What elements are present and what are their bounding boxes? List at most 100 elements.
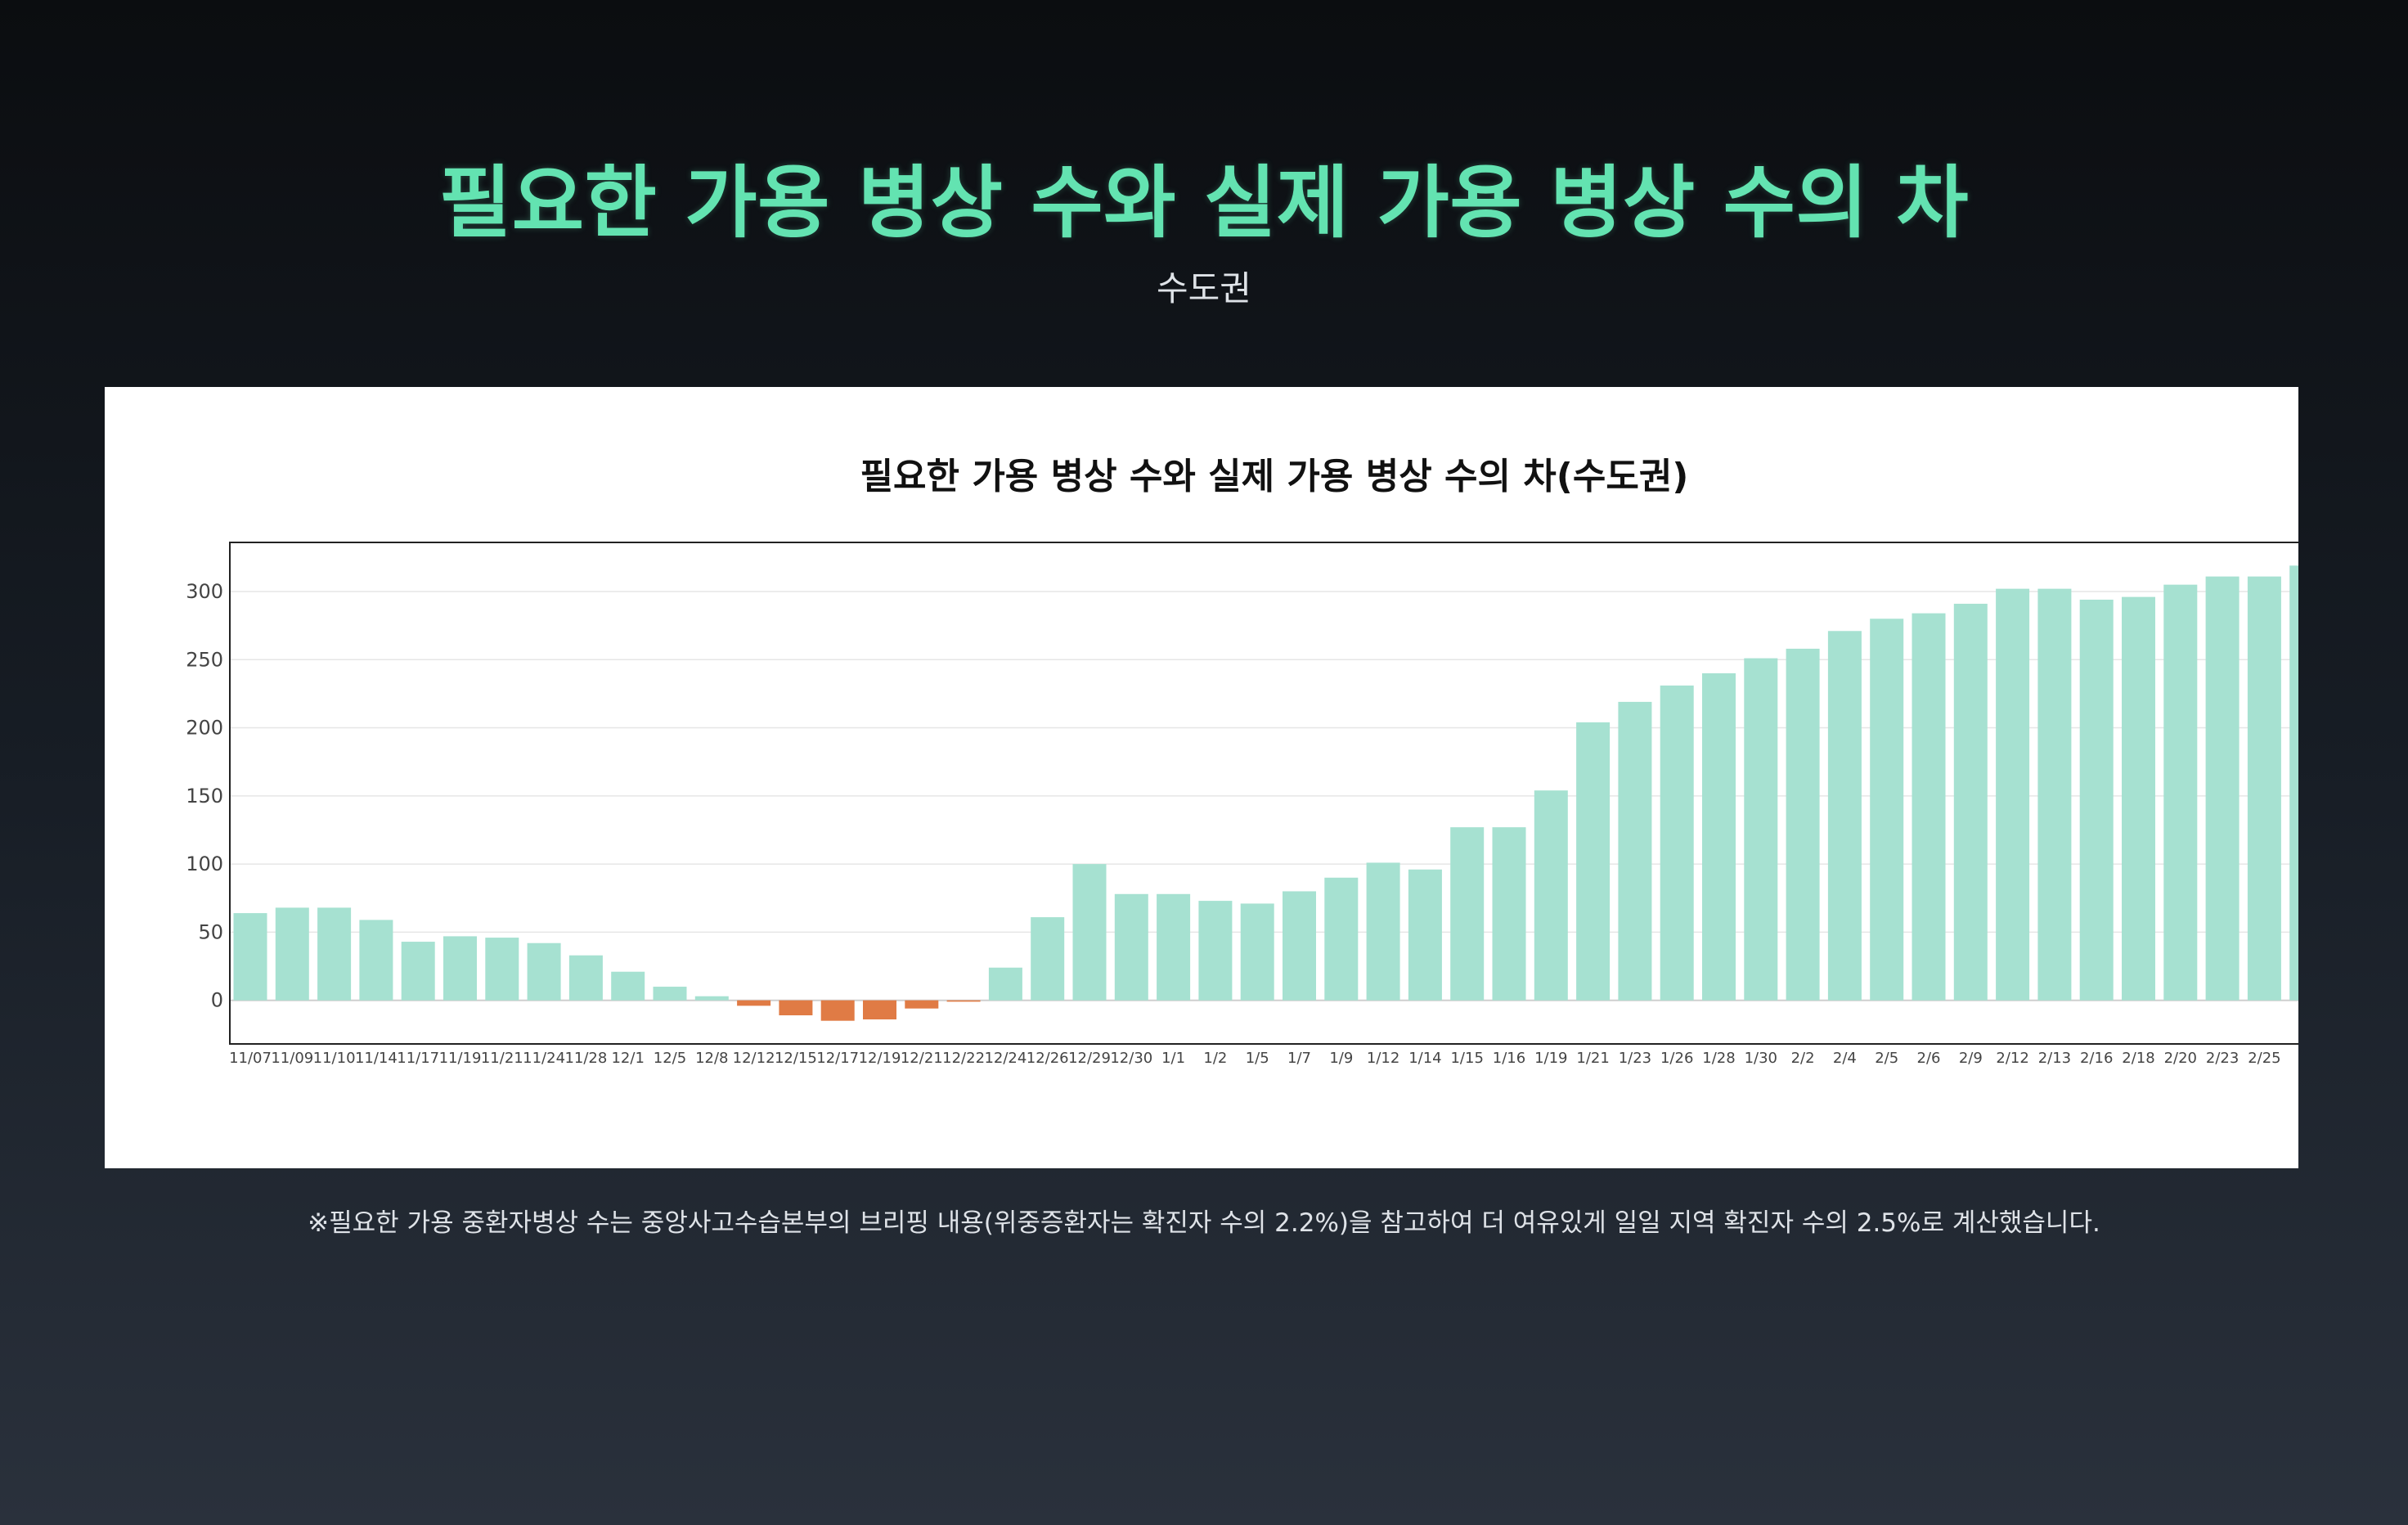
bar: [737, 1000, 771, 1006]
grid-lines: [230, 591, 2298, 1001]
bar: [988, 967, 1022, 1001]
x-tick-label: 1/14: [1408, 1050, 1441, 1067]
bar: [1576, 722, 1611, 1001]
bar: [1114, 893, 1148, 1001]
bar: [1492, 827, 1526, 1001]
bar: [2205, 576, 2240, 1001]
bar: [1996, 588, 2030, 1001]
x-tick-label: 12/15: [775, 1050, 817, 1067]
bar: [2163, 584, 2198, 1001]
bar: [1912, 613, 1946, 1001]
x-tick-label: 2/13: [2038, 1050, 2071, 1067]
bar: [1157, 893, 1191, 1001]
chart-title: 필요한 가용 병상 수와 실제 가용 병상 수의 차(수도권): [860, 456, 1689, 497]
bar: [527, 942, 561, 1001]
x-tick-label: 12/24: [984, 1050, 1027, 1067]
bar: [568, 955, 603, 1001]
bar: [1031, 917, 1065, 1001]
x-tick-label: 11/14: [355, 1050, 398, 1067]
x-tick-label: 12/19: [859, 1050, 901, 1067]
bar: [1744, 658, 1778, 1001]
x-tick-label: 1/7: [1287, 1050, 1311, 1067]
bar: [1534, 790, 1568, 1001]
x-tick-label: 2/4: [1833, 1050, 1857, 1067]
bar: [1827, 631, 1862, 1001]
bar: [275, 907, 309, 1001]
x-tick-label: 1/1: [1161, 1050, 1185, 1067]
x-tick-label: 2/12: [1996, 1050, 2028, 1067]
x-tick-label: 1/16: [1493, 1050, 1525, 1067]
x-tick-label: 12/29: [1068, 1050, 1111, 1067]
x-tick-label: 2/16: [2080, 1050, 2113, 1067]
bar: [1702, 673, 1736, 1001]
page-subtitle: 수도권: [1157, 268, 1251, 308]
footnote: ※필요한 가용 중환자병상 수는 중앙사고수습본부의 브리핑 내용(위중증환자는…: [308, 1208, 2100, 1238]
chart-card: 필요한 가용 병상 수와 실제 가용 병상 수의 차(수도권) 0 50 100 15…: [105, 387, 2298, 1168]
bar: [1618, 701, 1652, 1001]
bar: [485, 938, 519, 1001]
y-tick-label: 100: [186, 852, 223, 875]
bar: [2289, 565, 2298, 1001]
x-tick-label: 1/21: [1576, 1050, 1609, 1067]
bar: [1072, 864, 1107, 1001]
x-tick-label: 2/5: [1875, 1050, 1898, 1067]
bar: [2247, 576, 2281, 1001]
bar: [443, 936, 477, 1001]
bar: [1240, 903, 1274, 1001]
bar: [1408, 869, 1442, 1001]
x-tick-label: 11/09: [271, 1050, 313, 1067]
x-tick-label: 12/21: [901, 1050, 943, 1067]
x-tick-label: 1/5: [1246, 1050, 1269, 1067]
x-tick-label: 12/8: [695, 1050, 728, 1067]
x-tick-label: 11/19: [439, 1050, 482, 1067]
x-tick-label: 1/12: [1367, 1050, 1399, 1067]
bar: [946, 1000, 981, 1002]
x-tick-label: 12/30: [1110, 1050, 1152, 1067]
bar: [779, 1000, 813, 1016]
bar: [359, 920, 393, 1001]
bar: [694, 996, 729, 1001]
y-tick-label: 50: [198, 920, 223, 943]
y-axis-ticks: 0 50 100 150 200 250 300: [186, 580, 223, 1012]
bar: [1786, 648, 1820, 1001]
bar: [1870, 619, 1904, 1001]
bars: [233, 565, 2298, 1021]
bar: [2037, 588, 2072, 1001]
bar-chart: 필요한 가용 병상 수와 실제 가용 병상 수의 차(수도권) 0 50 100 15…: [186, 456, 2298, 1067]
x-tick-label: 12/17: [816, 1050, 859, 1067]
bar: [401, 942, 435, 1001]
bar: [1366, 862, 1400, 1001]
bar: [611, 971, 645, 1001]
x-tick-label: 1/30: [1745, 1050, 1777, 1067]
x-tick-label: 11/10: [313, 1050, 356, 1067]
plot-frame: [229, 542, 2298, 1045]
bar: [1198, 901, 1233, 1001]
x-tick-label: 11/24: [523, 1050, 565, 1067]
x-tick-label: 1/23: [1619, 1050, 1651, 1067]
y-tick-label: 0: [211, 989, 223, 1012]
x-tick-label: 11/17: [397, 1050, 439, 1067]
y-tick-label: 250: [186, 648, 223, 671]
bar: [863, 1000, 896, 1020]
x-tick-label: 2/9: [1959, 1050, 1983, 1067]
x-tick-label: 2/6: [1917, 1050, 1941, 1067]
bar: [905, 1000, 939, 1009]
bar: [1953, 603, 1988, 1001]
x-tick-label: 1/2: [1203, 1050, 1227, 1067]
y-tick-label: 150: [186, 785, 223, 807]
bar: [2122, 596, 2155, 1001]
x-tick-label: 11/07: [229, 1050, 272, 1067]
y-tick-label: 200: [186, 717, 223, 740]
x-axis-ticks: 11/07 11/09 11/10 11/14 11/17 11/19 11/21 11/24…: [229, 1050, 2281, 1067]
bar: [233, 913, 267, 1001]
bar: [317, 907, 352, 1001]
bar: [1660, 685, 1694, 1001]
x-tick-label: 1/28: [1702, 1050, 1735, 1067]
x-tick-label: 1/19: [1534, 1050, 1567, 1067]
x-tick-label: 2/20: [2164, 1050, 2197, 1067]
bar: [1283, 891, 1316, 1001]
x-tick-label: 12/12: [733, 1050, 775, 1067]
x-tick-label: 12/22: [942, 1050, 985, 1067]
x-tick-label: 12/26: [1027, 1050, 1069, 1067]
